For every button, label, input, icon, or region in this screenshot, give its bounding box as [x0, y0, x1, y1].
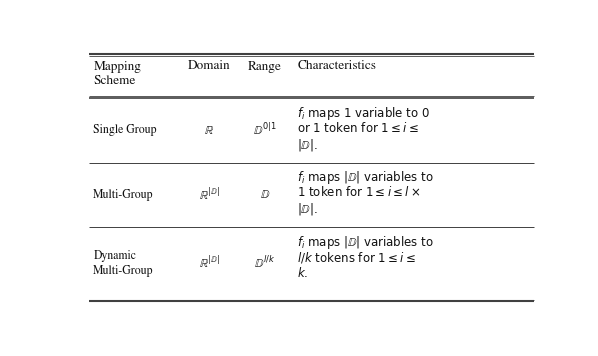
- Text: $\mathbb{R}^{|\mathbb{D}|}$: $\mathbb{R}^{|\mathbb{D}|}$: [199, 255, 219, 271]
- Text: $\mathbb{R}$: $\mathbb{R}$: [204, 124, 214, 137]
- Text: $\mathbb{D}^{l/k}$: $\mathbb{D}^{l/k}$: [254, 255, 275, 271]
- Text: $\mathbb{D}^{0|1}$: $\mathbb{D}^{0|1}$: [253, 122, 276, 138]
- Text: $\mathbb{R}^{|\mathbb{D}|}$: $\mathbb{R}^{|\mathbb{D}|}$: [199, 187, 219, 203]
- Text: Multi-Group: Multi-Group: [93, 265, 154, 277]
- Text: $|\mathbb{D}|$.: $|\mathbb{D}|$.: [297, 201, 318, 217]
- Text: $f_i$ maps $|\mathbb{D}|$ variables to: $f_i$ maps $|\mathbb{D}|$ variables to: [297, 234, 434, 251]
- Text: Single Group: Single Group: [93, 124, 157, 136]
- Text: $k$.: $k$.: [297, 266, 309, 279]
- Text: $\mathbb{D}$: $\mathbb{D}$: [260, 188, 270, 201]
- Text: $|\mathbb{D}|$.: $|\mathbb{D}|$.: [297, 137, 318, 153]
- Text: Multi-Group: Multi-Group: [93, 189, 154, 201]
- Text: $l/k$ tokens for $1 \leq i \leq$: $l/k$ tokens for $1 \leq i \leq$: [297, 250, 416, 265]
- Text: or 1 token for $1 \leq i \leq$: or 1 token for $1 \leq i \leq$: [297, 121, 419, 135]
- Text: Dynamic: Dynamic: [93, 250, 136, 262]
- Text: Range: Range: [248, 61, 282, 73]
- Text: $f_i$ maps $|\mathbb{D}|$ variables to: $f_i$ maps $|\mathbb{D}|$ variables to: [297, 169, 434, 186]
- Text: Characteristics: Characteristics: [297, 61, 376, 72]
- Text: Domain: Domain: [188, 61, 230, 72]
- Text: $f_i$ maps 1 variable to 0: $f_i$ maps 1 variable to 0: [297, 105, 430, 122]
- Text: Scheme: Scheme: [93, 75, 136, 87]
- Text: Mapping: Mapping: [93, 61, 141, 73]
- Text: 1 token for $1 \leq i \leq l \times$: 1 token for $1 \leq i \leq l \times$: [297, 185, 421, 199]
